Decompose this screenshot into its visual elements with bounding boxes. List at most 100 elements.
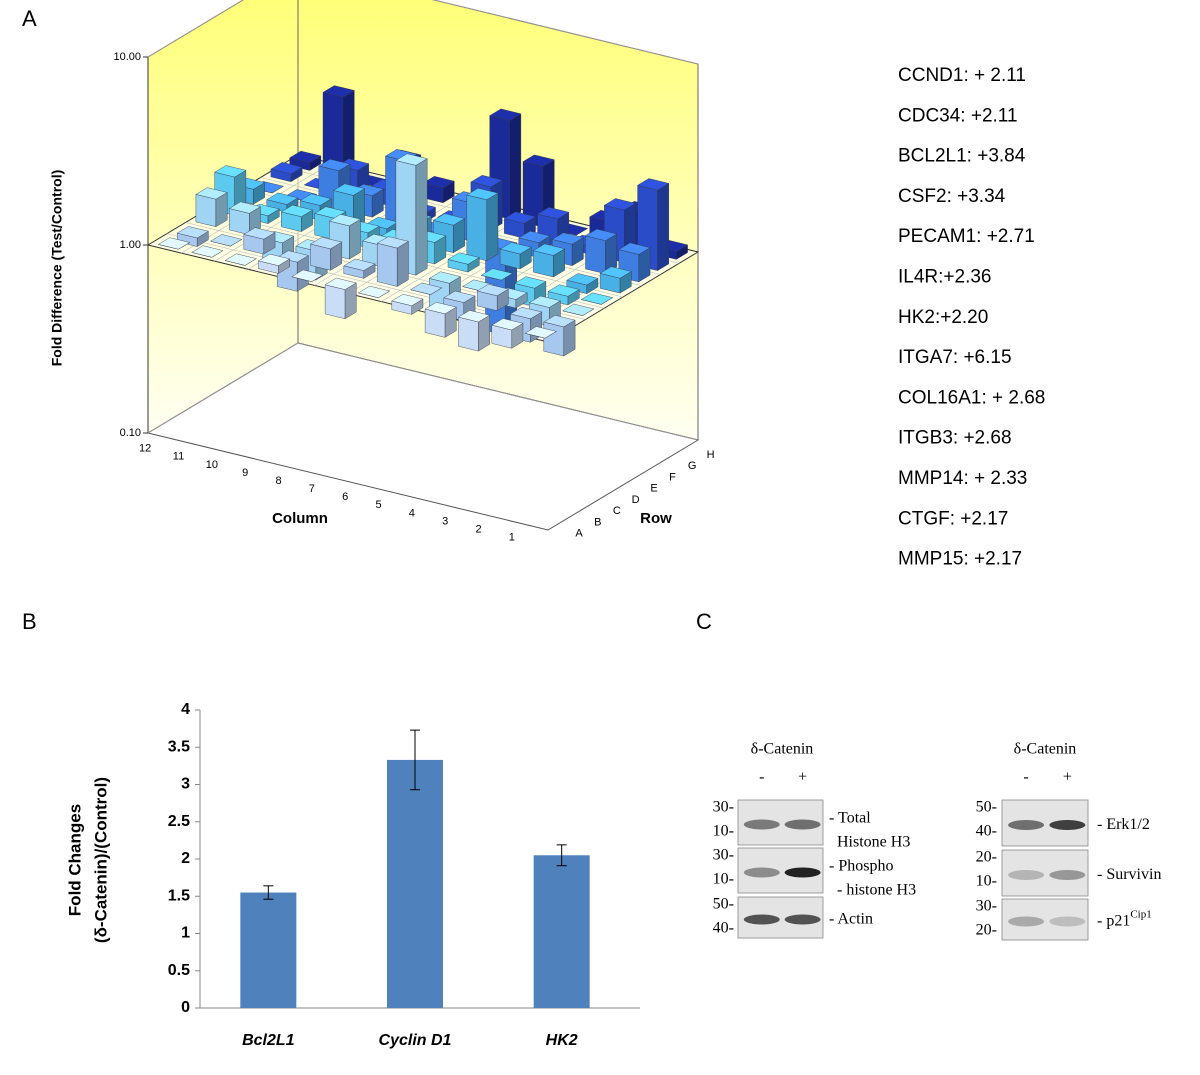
bar-top (466, 187, 499, 201)
gene-entry: COL16A1: + 2.68 (898, 387, 1045, 408)
bar-top (566, 273, 599, 286)
bar-top (603, 198, 637, 211)
y-tick-label: 1 (181, 925, 190, 942)
bar-top (424, 302, 457, 315)
axis-title: Row (640, 510, 672, 527)
band-label-line: Histone H3 (837, 833, 910, 850)
axis-title: Fold Changes (65, 804, 84, 916)
bar-top (432, 213, 466, 226)
gene-entry: ITGB3: +2.68 (898, 428, 1012, 449)
axis-title: (δ-Catenin)/(Control) (91, 777, 110, 943)
size-marker: 40- (976, 823, 997, 840)
bar-top (243, 227, 276, 240)
size-marker: 50- (713, 896, 734, 913)
column-label: 9 (242, 467, 248, 479)
column-label: 8 (275, 475, 281, 487)
size-marker: 30- (713, 847, 734, 864)
gene-entry: CSF2: +3.34 (898, 186, 1006, 207)
y-tick-label: 2.5 (168, 813, 190, 830)
bar-top (291, 269, 324, 282)
bar-top (580, 292, 614, 305)
bar-top (476, 283, 509, 297)
y-tick-label: 0.5 (168, 962, 190, 979)
axis-title: Column (272, 510, 328, 527)
x-tick-label: Bcl2L1 (242, 1032, 295, 1049)
bar-top (314, 206, 347, 219)
band-label: - Actin (829, 910, 873, 927)
lane-label: - (1023, 769, 1028, 786)
bar-top (532, 243, 566, 256)
bar-top (547, 284, 580, 297)
bar-top (409, 282, 443, 295)
bar-top (618, 242, 651, 255)
bar-front (195, 194, 217, 227)
y-tick-label: 3.5 (168, 738, 190, 755)
band-label-superscript: Cip1 (1130, 908, 1151, 920)
row-label: H (707, 449, 715, 461)
bar-top (324, 277, 357, 290)
lane-label: + (798, 769, 807, 786)
gene-entry: MMP14: + 2.33 (898, 468, 1027, 489)
panel-a: 10.001.000.10123456789101112ABCDEFGHColu… (49, 0, 715, 544)
x-tick-label: Cyclin D1 (379, 1032, 452, 1049)
column-label: 3 (442, 515, 448, 527)
bar-front (377, 242, 398, 287)
bar-top (480, 268, 514, 281)
bar-top (309, 237, 343, 250)
row-label: G (688, 460, 697, 472)
bar-top (422, 176, 455, 189)
band-label-line: - Survivin (1097, 866, 1161, 883)
bar-front (543, 321, 564, 357)
gene-entry: CTGF: +2.17 (898, 508, 1008, 529)
bar-top (637, 178, 670, 191)
bar-top (228, 201, 262, 214)
size-marker: 10- (713, 823, 734, 840)
bar-top (503, 211, 537, 224)
size-marker: 50- (976, 799, 997, 816)
bar-top (224, 253, 257, 266)
bar-top (514, 276, 547, 289)
blot-band (1008, 916, 1045, 927)
y-tick-label: 0.10 (120, 427, 141, 439)
bar-side (486, 192, 499, 262)
bar-top (524, 326, 557, 339)
bar-top (214, 165, 247, 178)
bar-top (157, 237, 191, 250)
column-label: 4 (409, 507, 415, 519)
bar-top (518, 230, 551, 243)
blot-strip (1001, 898, 1089, 941)
bar-top (489, 108, 522, 121)
bar-top (395, 153, 428, 166)
column-label: 12 (139, 443, 151, 455)
bar-top (266, 192, 299, 205)
column-label: 2 (475, 523, 481, 535)
bar-top (318, 158, 351, 172)
bar-top (176, 226, 209, 239)
y-tick-label: 4 (181, 701, 190, 718)
blot-band (784, 914, 821, 925)
size-marker: 40- (713, 920, 734, 937)
bar-top (457, 310, 491, 323)
gene-entry: IL4R:+2.36 (898, 267, 992, 288)
bar-top (391, 293, 424, 307)
column-label: 10 (206, 459, 218, 471)
bar-top (443, 290, 476, 303)
bar-top (280, 204, 314, 217)
blot-strip (1001, 849, 1089, 897)
gene-entry: CCND1: + 2.11 (898, 65, 1026, 86)
bar (533, 855, 590, 1008)
blot-band (784, 867, 821, 878)
column-label: 6 (342, 491, 348, 503)
panel-c: δ-Catenin - +30- 10- - Total Histone H3 30- 10-… (713, 741, 1161, 941)
y-tick-label: 0 (181, 999, 190, 1016)
gene-entry: PECAM1: +2.71 (898, 226, 1035, 247)
size-marker: 20- (976, 922, 997, 939)
bar-top (195, 187, 228, 200)
bar-top (599, 266, 632, 279)
bar-top (499, 242, 532, 255)
bar-side (509, 113, 522, 220)
bar (240, 892, 297, 1008)
x-tick-label: HK2 (546, 1032, 578, 1049)
bar-top (357, 285, 391, 298)
